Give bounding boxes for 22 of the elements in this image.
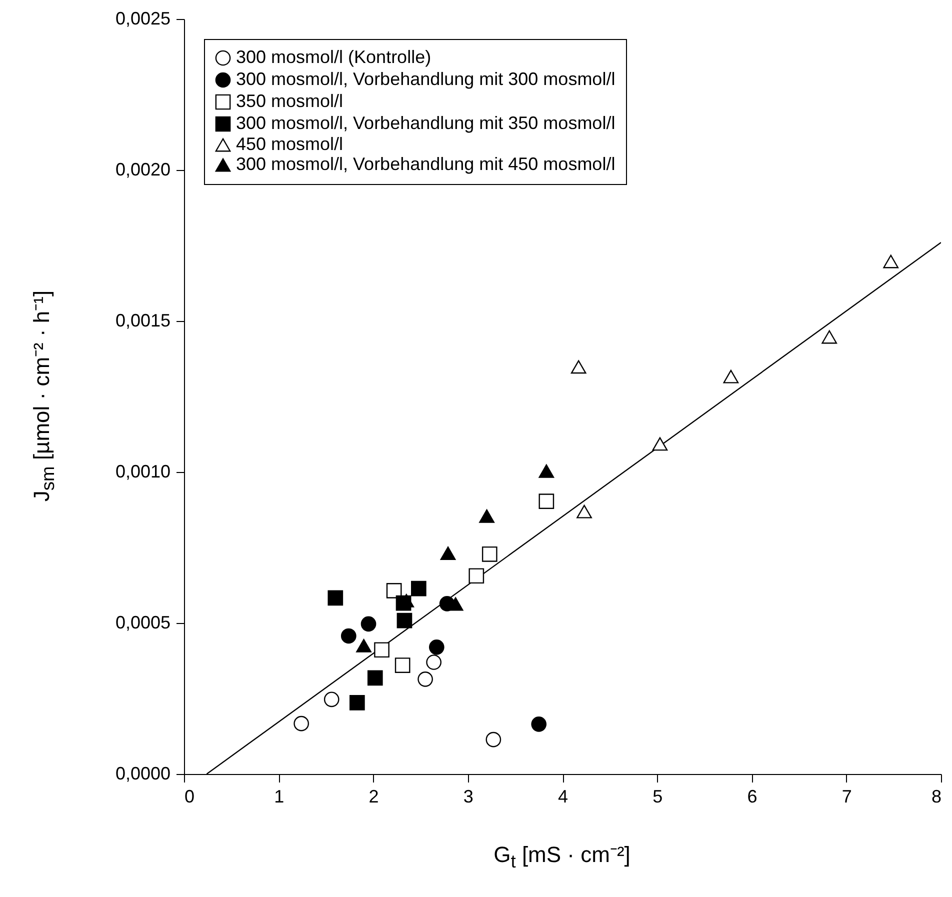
- x-tick-label: 0: [184, 786, 195, 806]
- x-tick-label: 8: [931, 786, 942, 806]
- y-tick-label: 0,0000: [115, 764, 170, 784]
- legend-label: 350 mosmol/l: [236, 91, 344, 111]
- y-tick-label: 0,0015: [115, 310, 170, 330]
- legend-label: 450 mosmol/l: [236, 134, 344, 154]
- legend-label: 300 mosmol/l (Kontrolle): [236, 47, 432, 67]
- x-tick-label: 6: [747, 786, 758, 806]
- x-tick-label: 2: [368, 786, 379, 806]
- legend-label: 300 mosmol/l, Vorbehandlung mit 300 mosmol/l: [236, 69, 616, 89]
- x-tick-label: 5: [652, 786, 663, 806]
- x-tick-label: 3: [463, 786, 474, 806]
- x-axis-title: G$_{t}$ [mS · cm⁻²]: [494, 841, 630, 872]
- x-tick-label: 7: [842, 786, 852, 806]
- y-tick-label: 0,0020: [115, 160, 170, 180]
- y-tick-label: 0,0005: [115, 612, 170, 632]
- legend-label: 300 mosmol/l, Vorbehandlung mit 350 mosmol/l: [236, 113, 616, 133]
- x-tick-label: 4: [558, 786, 568, 806]
- legend-label: 300 mosmol/l, Vorbehandlung mit 450 mosmol/l: [236, 154, 616, 174]
- y-tick-label: 0,0025: [115, 8, 170, 28]
- x-tick-label: 1: [274, 786, 284, 806]
- y-tick-label: 0,0010: [115, 462, 170, 482]
